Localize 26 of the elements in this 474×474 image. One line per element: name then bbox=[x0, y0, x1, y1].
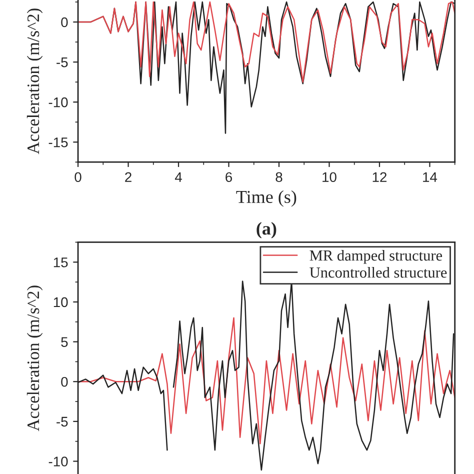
legend-label: Uncontrolled structure bbox=[310, 266, 447, 278]
y-tick-label: -5 bbox=[56, 416, 68, 427]
text: (a) bbox=[256, 222, 276, 238]
x-tick-label: 0 bbox=[74, 172, 82, 182]
x-tick-label: 8 bbox=[276, 172, 282, 182]
y-tick-label: -15 bbox=[48, 138, 68, 148]
y-axis-title: Acceleration (m/s^2) bbox=[26, 8, 43, 154]
x-axis-title: Time (s) bbox=[236, 190, 296, 207]
y-tick-label: 5 bbox=[61, 337, 68, 347]
y-tick-label: 0 bbox=[61, 17, 68, 28]
line-series bbox=[78, 317, 455, 444]
x-tick-label: 6 bbox=[226, 172, 232, 182]
y-tick-label: -5 bbox=[56, 58, 68, 68]
y-tick-label: 10 bbox=[54, 297, 68, 308]
x-tick-label: 2 bbox=[125, 172, 132, 182]
legend-label: MR damped structure bbox=[310, 250, 442, 264]
line-series bbox=[78, 1, 455, 83]
y-tick-label: 15 bbox=[54, 258, 68, 268]
y-tick-label: 0 bbox=[61, 376, 68, 387]
x-tick-label: 10 bbox=[322, 172, 336, 182]
x-tick-label: 4 bbox=[174, 172, 182, 182]
y-tick-label: -10 bbox=[48, 456, 68, 466]
y-tick-label: -10 bbox=[48, 97, 68, 108]
x-tick-label: 12 bbox=[372, 172, 387, 182]
x-tick-label: 14 bbox=[423, 172, 438, 182]
y-axis-title: Acceleration (m/s^2) bbox=[26, 286, 43, 432]
